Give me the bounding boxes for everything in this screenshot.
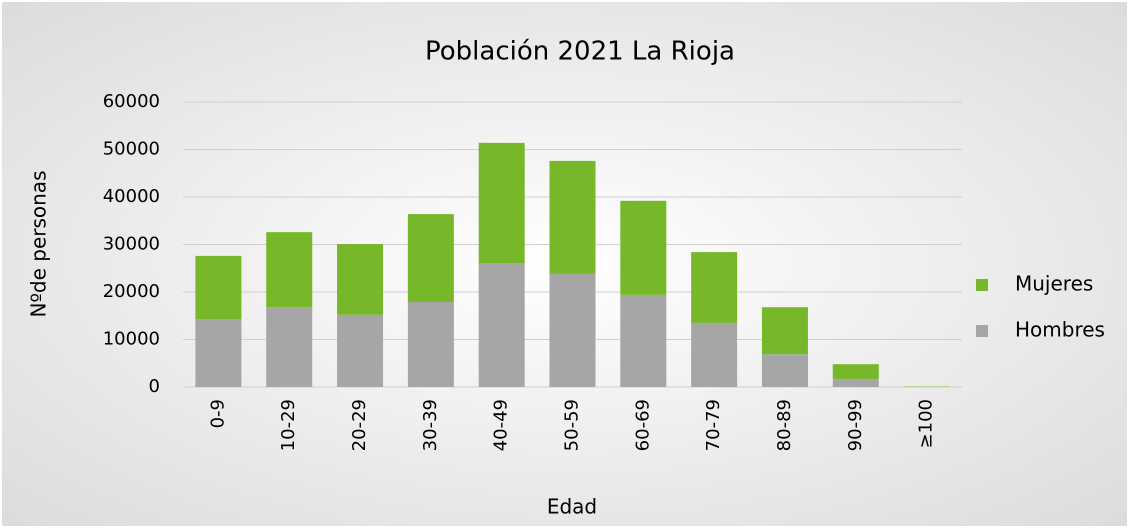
bar-segment (620, 200, 667, 295)
bar-segment (266, 307, 313, 387)
bar-segment (407, 301, 454, 387)
bar-segment (761, 307, 808, 355)
bar-segment (832, 364, 879, 379)
x-tick-label: 40-49 (491, 399, 512, 451)
bar-segment (266, 232, 313, 308)
x-tick-label: 90-99 (845, 399, 866, 451)
y-axis-label: Nºde personas (27, 171, 51, 318)
bar-segment (478, 263, 525, 387)
x-tick-label: 20-29 (349, 399, 370, 451)
x-tick-label: ≥100 (916, 399, 937, 448)
legend-label: Mujeres (1015, 272, 1093, 296)
bar-segment (195, 319, 242, 387)
y-tick-label: 10000 (103, 329, 160, 350)
bar-segment (337, 314, 384, 387)
x-tick-label: 30-39 (420, 399, 441, 451)
y-tick-label: 0 (149, 376, 160, 397)
bar-segment (691, 252, 738, 323)
legend-label: Hombres (1015, 318, 1105, 342)
bar-segment (337, 244, 384, 315)
x-axis-label: Edad (547, 495, 597, 519)
bar-segment (407, 214, 454, 302)
bar-segment (691, 322, 738, 387)
legend-swatch (976, 279, 988, 291)
bar-segment (549, 160, 596, 274)
y-tick-label: 30000 (103, 234, 160, 255)
y-tick-label: 20000 (103, 281, 160, 302)
x-tick-label: 80-89 (774, 399, 795, 451)
y-tick-label: 60000 (103, 91, 160, 112)
bar-segment (478, 142, 525, 264)
bar-segment (195, 255, 242, 320)
x-tick-label: 50-59 (562, 399, 583, 451)
bar-segment (832, 378, 879, 387)
bar-segment (549, 273, 596, 387)
bar-segment (620, 294, 667, 387)
x-tick-label: 0-9 (207, 399, 228, 428)
legend-swatch (976, 325, 988, 337)
x-tick-label: 60-69 (632, 399, 653, 451)
x-tick-label: 70-79 (703, 399, 724, 451)
y-tick-label: 50000 (103, 139, 160, 160)
bar-segment (761, 354, 808, 387)
chart-title: Población 2021 La Rioja (425, 37, 735, 67)
y-tick-label: 40000 (103, 186, 160, 207)
x-tick-label: 10-29 (278, 399, 299, 451)
